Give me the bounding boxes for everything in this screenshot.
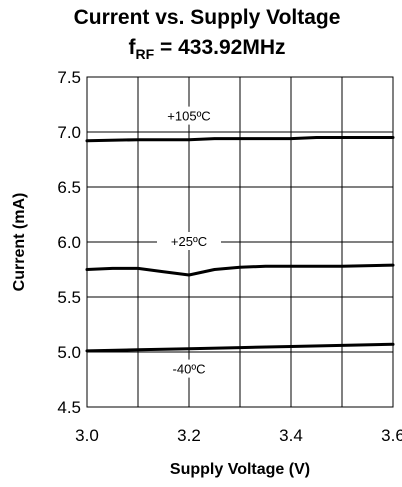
x-tick-label: 3.0 xyxy=(75,426,99,445)
chart-subtitle: fRF = 433.92MHz xyxy=(129,36,286,62)
series-label-background xyxy=(157,359,221,378)
y-tick-label: 5.5 xyxy=(57,288,81,307)
y-tick-label: 6.5 xyxy=(57,178,81,197)
x-tick-label: 3.6 xyxy=(381,426,402,445)
y-tick-label: 6.0 xyxy=(57,233,81,252)
series-label-background xyxy=(157,106,221,125)
chart-title: Current vs. Supply Voltage xyxy=(74,6,341,29)
x-tick-label: 3.4 xyxy=(279,426,303,445)
y-tick-label: 5.0 xyxy=(57,343,81,362)
x-tick-label: 3.2 xyxy=(177,426,201,445)
y-axis-label: Current (mA) xyxy=(11,193,28,292)
series-label: -40ºC xyxy=(173,362,206,377)
x-tick-labels: 3.0 3.2 3.4 3.6 xyxy=(75,426,402,445)
subtitle-prefix: f xyxy=(129,36,137,59)
y-tick-labels: 4.5 5.0 5.5 6.0 6.5 7.0 7.5 xyxy=(57,68,81,417)
annotations-group: +105ºC +25ºC -40ºC xyxy=(157,106,221,378)
x-axis-label: Supply Voltage (V) xyxy=(170,461,310,478)
grid xyxy=(87,77,393,407)
y-tick-label: 7.0 xyxy=(57,123,81,142)
y-tick-label: 7.5 xyxy=(57,68,81,87)
subtitle-subscript: RF xyxy=(136,46,155,62)
subtitle-suffix: = 433.92MHz xyxy=(154,36,285,59)
series-group xyxy=(85,136,395,353)
y-tick-label: 4.5 xyxy=(57,398,81,417)
series-line xyxy=(85,136,395,143)
plot-area xyxy=(86,76,394,408)
series-label: +105ºC xyxy=(167,109,210,124)
series-label-background xyxy=(157,232,221,250)
series-line xyxy=(85,342,395,353)
series-line xyxy=(85,263,395,277)
series-label: +25ºC xyxy=(171,234,207,249)
